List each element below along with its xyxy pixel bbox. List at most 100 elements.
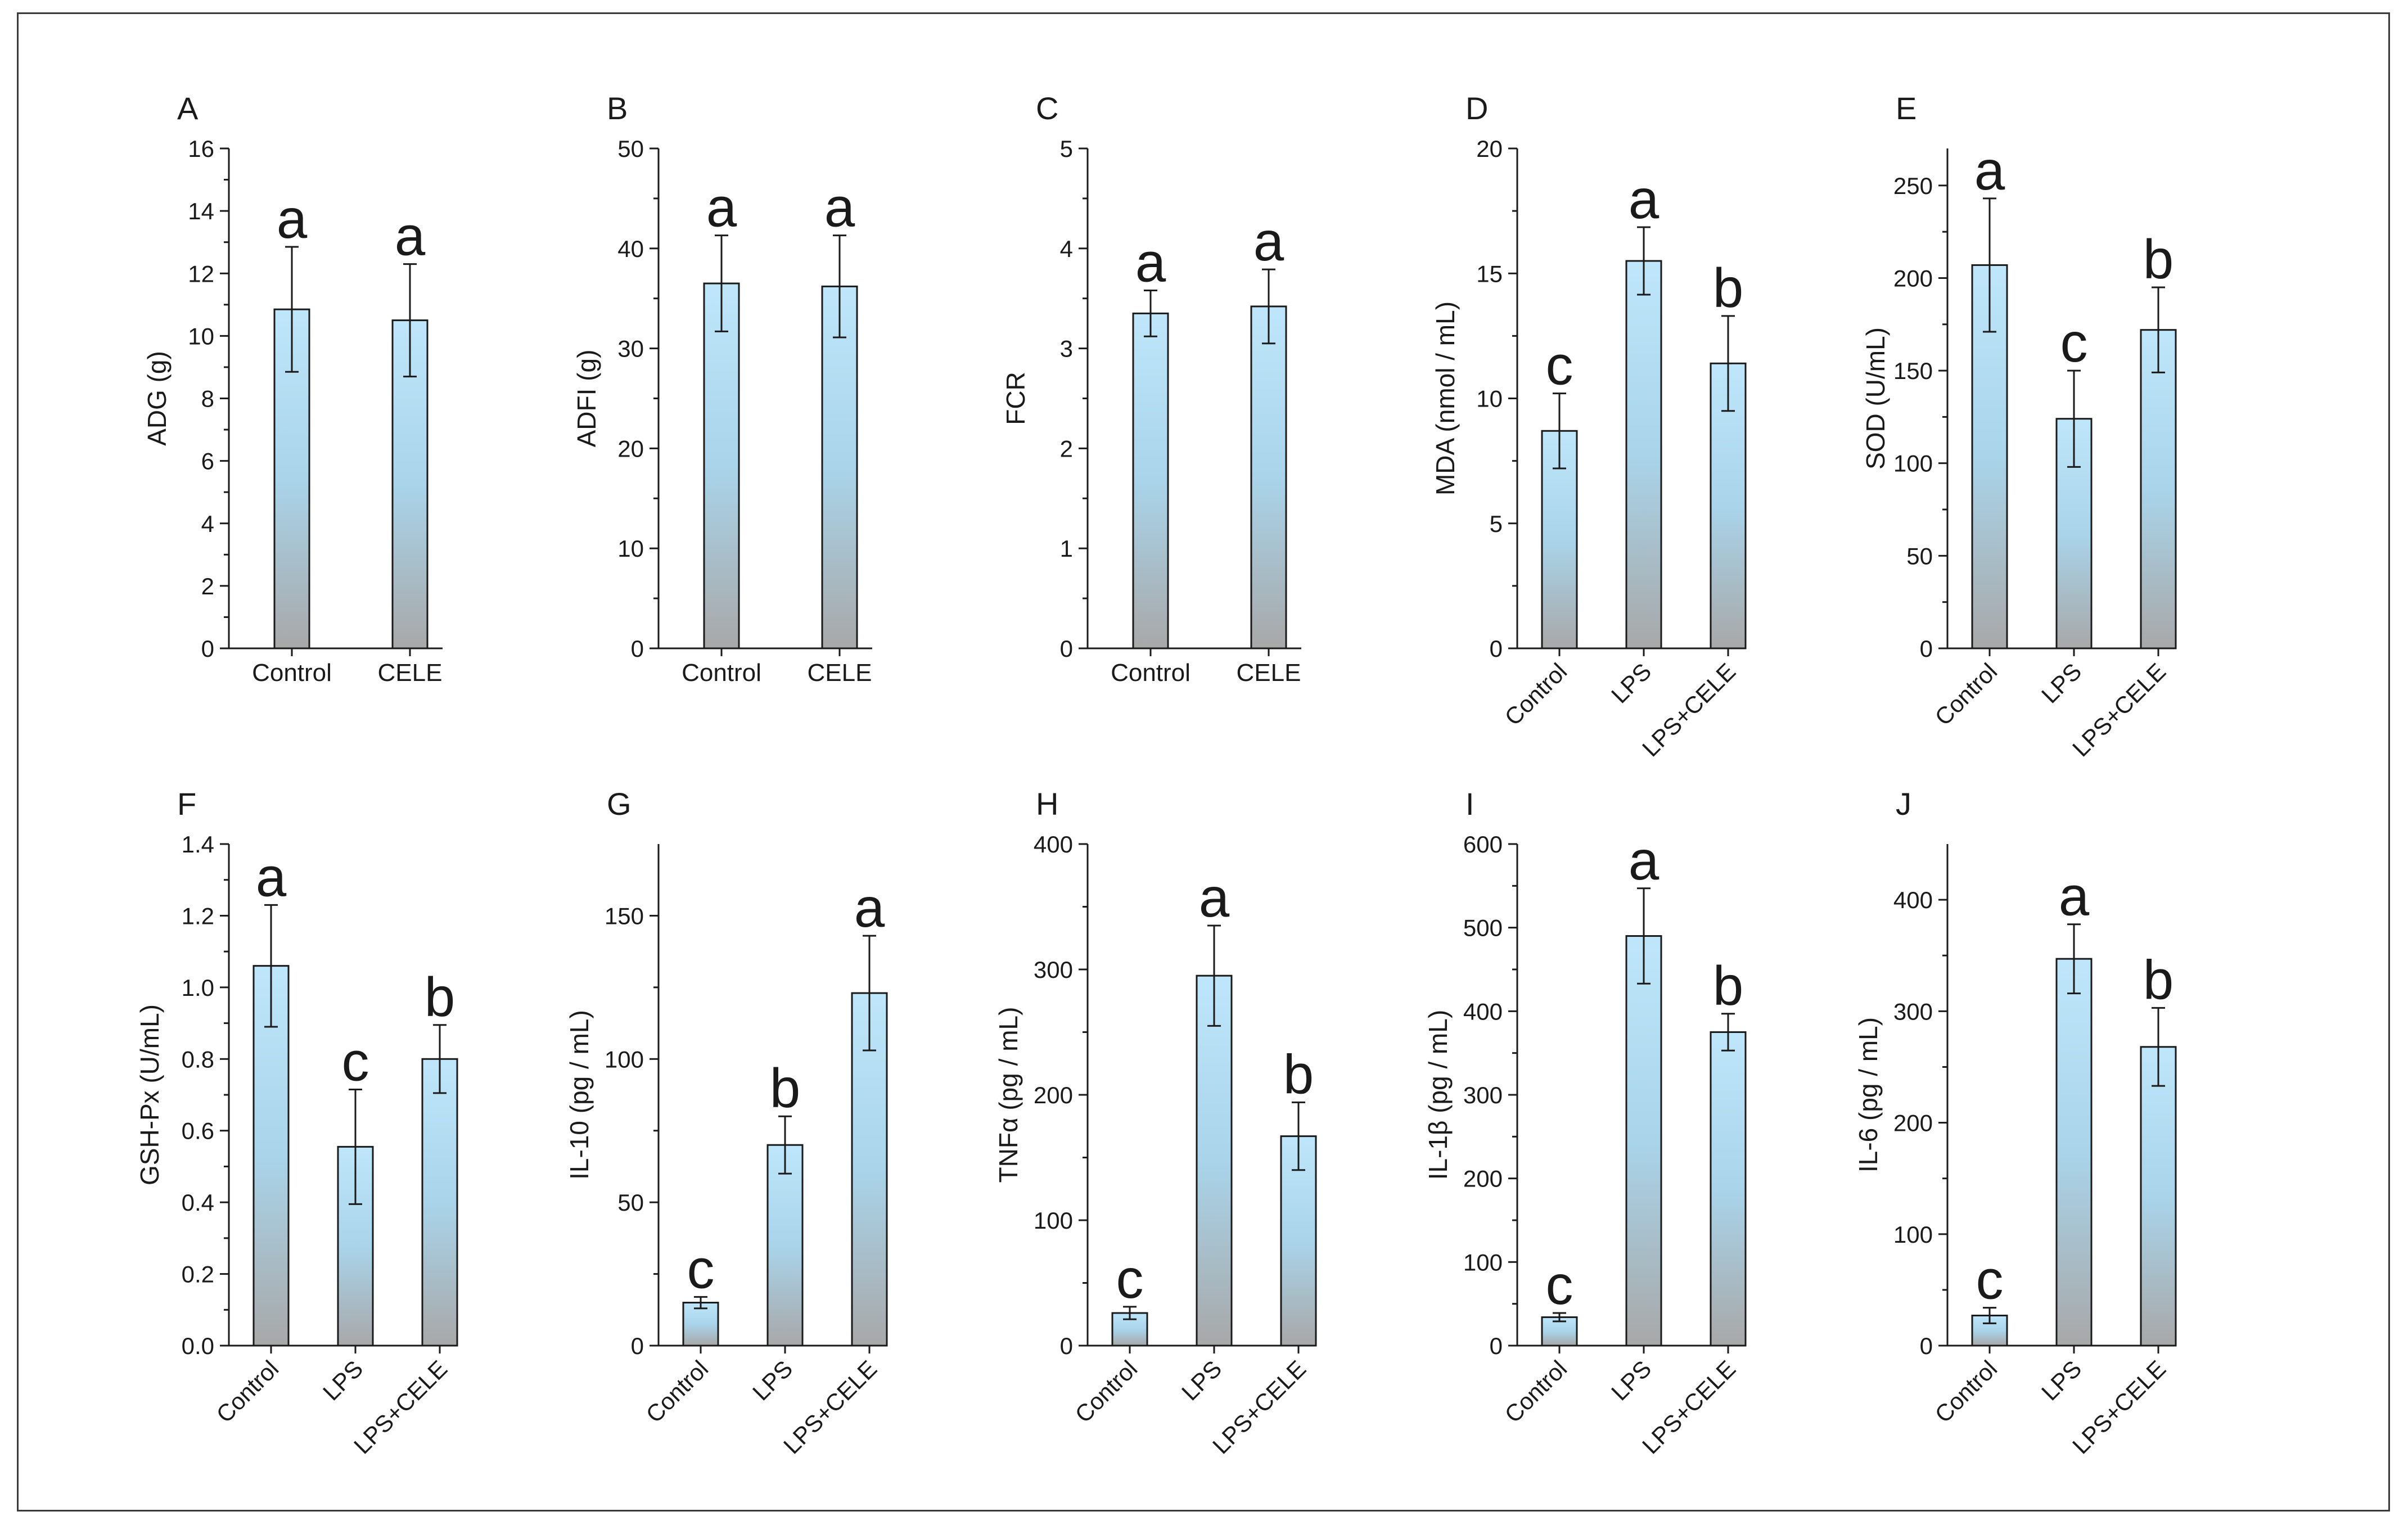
y-tick-label-j: 400 <box>1893 887 1933 913</box>
panel-a: A 0 2 4 6 8 10 12 14 16 ADG (g) a Control a CELE <box>142 91 443 687</box>
bar-f-3 <box>421 1058 458 1347</box>
y-tick-label-f: 0.2 <box>182 1261 214 1288</box>
error-bar-c-1 <box>1144 289 1157 337</box>
category-label-b-2: CELE <box>808 659 872 687</box>
y-tick-label-b: 30 <box>617 336 644 362</box>
y-tick-label-e: 150 <box>1893 358 1933 384</box>
category-label-d-1: Control <box>1499 658 1572 730</box>
significance-letter-g-1: c <box>687 1238 715 1300</box>
error-bar-j-1 <box>1983 1307 1996 1324</box>
y-tick-label-b: 50 <box>617 136 644 162</box>
error-bar-j-2 <box>2067 923 2081 995</box>
y-tick-label-c: 2 <box>1060 435 1073 462</box>
category-label-g-2: LPS <box>747 1355 797 1405</box>
error-bar-j-3 <box>2152 1007 2165 1087</box>
figure-frame <box>17 12 2390 1512</box>
error-bar-g-3 <box>863 935 876 1052</box>
category-label-c-1: Control <box>1111 659 1191 687</box>
y-tick-label-a: 16 <box>188 136 214 162</box>
y-tick-label-b: 0 <box>631 635 644 662</box>
y-tick-label-g: 100 <box>605 1046 644 1072</box>
error-bar-f-1 <box>264 904 278 1028</box>
significance-letter-f-1: a <box>256 846 287 908</box>
y-tick-label-i: 0 <box>1490 1333 1503 1359</box>
y-tick-label-c: 5 <box>1060 136 1073 162</box>
y-tick-label-h: 200 <box>1034 1082 1073 1108</box>
panel-j: J 0 100 200 300 400 IL-6 (pg / mL) c Control a LPS… <box>1854 786 2177 1459</box>
bar-b-2 <box>821 285 858 649</box>
y-tick-label-d: 5 <box>1490 511 1503 537</box>
panel-label-d: D <box>1465 91 1488 126</box>
y-tick-label-e: 200 <box>1893 265 1933 291</box>
panel-label-j: J <box>1896 786 1911 822</box>
y-tick-label-a: 14 <box>188 198 214 224</box>
panel-label-b: B <box>607 91 628 126</box>
y-tick-label-d: 0 <box>1490 635 1503 662</box>
panel-label-i: I <box>1465 786 1474 822</box>
panel-h: H 0 100 200 300 400 TNFα (pg / mL) c Control a LPS… <box>994 786 1317 1459</box>
significance-letter-d-2: a <box>1629 168 1660 230</box>
significance-letter-c-2: a <box>1253 210 1284 272</box>
panel-c: C 0 1 2 3 4 5 FCR a Control a CELE <box>1001 91 1301 687</box>
y-tick-label-g: 0 <box>631 1333 644 1359</box>
significance-letter-a-1: a <box>277 188 308 250</box>
error-bar-h-2 <box>1207 924 1221 1027</box>
y-tick-label-h: 0 <box>1060 1333 1073 1359</box>
category-label-i-1: Control <box>1499 1355 1572 1428</box>
significance-letter-e-2: c <box>2060 312 2088 373</box>
significance-letter-a-2: a <box>395 205 426 267</box>
error-bar-a-2 <box>403 263 417 378</box>
y-tick-label-a: 0 <box>201 635 214 662</box>
y-tick-label-j: 300 <box>1893 998 1933 1025</box>
y-tick-label-h: 400 <box>1034 831 1073 858</box>
y-tick-label-f: 0.4 <box>182 1189 214 1216</box>
y-tick-label-i: 600 <box>1463 831 1503 858</box>
significance-letter-j-1: c <box>1976 1249 2004 1311</box>
y-tick-label-f: 0.8 <box>182 1046 214 1072</box>
error-bar-h-3 <box>1292 1101 1305 1171</box>
y-tick-label-c: 1 <box>1060 535 1073 562</box>
category-label-i-2: LPS <box>1606 1355 1656 1405</box>
y-tick-label-b: 20 <box>617 435 644 462</box>
y-tick-label-h: 100 <box>1034 1207 1073 1234</box>
y-axis-label-i: IL-1β (pg / mL) <box>1423 1010 1453 1180</box>
y-tick-label-j: 100 <box>1893 1221 1933 1248</box>
significance-letter-i-2: a <box>1629 829 1660 891</box>
y-tick-label-a: 4 <box>201 511 214 537</box>
significance-letter-h-1: c <box>1116 1248 1144 1310</box>
y-tick-label-a: 6 <box>201 448 214 475</box>
error-bar-d-1 <box>1553 392 1566 470</box>
y-axis-label-a: ADG (g) <box>142 351 172 446</box>
category-label-b-1: Control <box>682 659 761 687</box>
panel-label-a: A <box>177 91 199 126</box>
significance-letter-h-2: a <box>1199 867 1230 928</box>
error-bar-f-2 <box>349 1088 362 1205</box>
bar-g-3 <box>851 992 888 1347</box>
y-tick-label-e: 250 <box>1893 173 1933 199</box>
significance-letter-b-2: a <box>824 177 855 238</box>
significance-letter-h-3: b <box>1283 1043 1314 1105</box>
panel-b: B 0 10 20 30 40 50 ADFI (g) a Control a CELE <box>572 91 872 687</box>
significance-letter-e-3: b <box>2143 228 2174 290</box>
category-label-c-2: CELE <box>1237 659 1301 687</box>
y-axis-label-e: SOD (U/mL) <box>1861 327 1890 470</box>
y-tick-label-f: 1.2 <box>182 903 214 929</box>
bar-c-1 <box>1132 312 1169 649</box>
error-bar-i-1 <box>1553 1312 1566 1323</box>
error-bar-b-1 <box>715 234 728 332</box>
y-tick-label-a: 12 <box>188 260 214 287</box>
y-tick-label-f: 0.0 <box>182 1333 214 1359</box>
significance-letter-i-3: b <box>1713 955 1744 1017</box>
y-tick-label-d: 20 <box>1476 136 1503 162</box>
y-tick-label-f: 1.0 <box>182 974 214 1001</box>
error-bar-c-2 <box>1262 268 1275 345</box>
y-tick-label-h: 300 <box>1034 956 1073 983</box>
category-label-j-1: Control <box>1929 1355 2002 1428</box>
error-bar-f-3 <box>433 1024 447 1094</box>
significance-letter-j-3: b <box>2143 949 2174 1010</box>
bar-g-2 <box>766 1144 804 1347</box>
